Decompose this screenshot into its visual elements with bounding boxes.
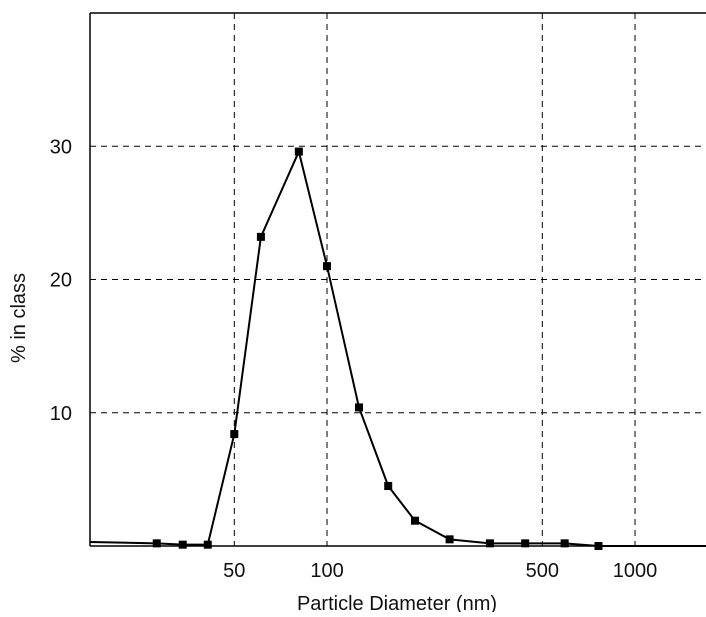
data-point-marker	[256, 232, 265, 241]
y-tick-label: 30	[50, 136, 72, 158]
data-point-marker	[485, 539, 494, 548]
data-point-marker	[203, 540, 212, 549]
x-tick-label: 1000	[613, 560, 658, 582]
data-point-marker	[152, 539, 161, 548]
x-tick-label: 50	[223, 560, 245, 582]
axis-layer	[89, 12, 706, 547]
data-point-marker	[384, 482, 393, 491]
data-point-marker	[560, 539, 569, 548]
tick-layer: 50 100 500 1000 10 20 30	[50, 136, 658, 582]
data-point-marker	[323, 262, 332, 271]
series-line	[89, 150, 706, 547]
series-layer	[89, 147, 706, 550]
x-tick-label: 500	[526, 560, 559, 582]
y-axis-label: % in class	[8, 273, 30, 363]
x-axis-label: Particle Diameter (nm)	[297, 593, 497, 612]
data-point-marker	[354, 403, 363, 412]
data-point-marker	[230, 430, 239, 439]
grid-layer	[90, 13, 706, 546]
y-tick-label: 10	[50, 403, 72, 425]
data-point-marker	[410, 516, 419, 525]
data-point-marker	[294, 147, 303, 156]
data-point-marker	[445, 535, 454, 544]
y-tick-label: 20	[50, 270, 72, 292]
x-tick-label: 100	[310, 560, 343, 582]
data-point-marker	[178, 540, 187, 549]
data-point-marker	[521, 539, 530, 548]
